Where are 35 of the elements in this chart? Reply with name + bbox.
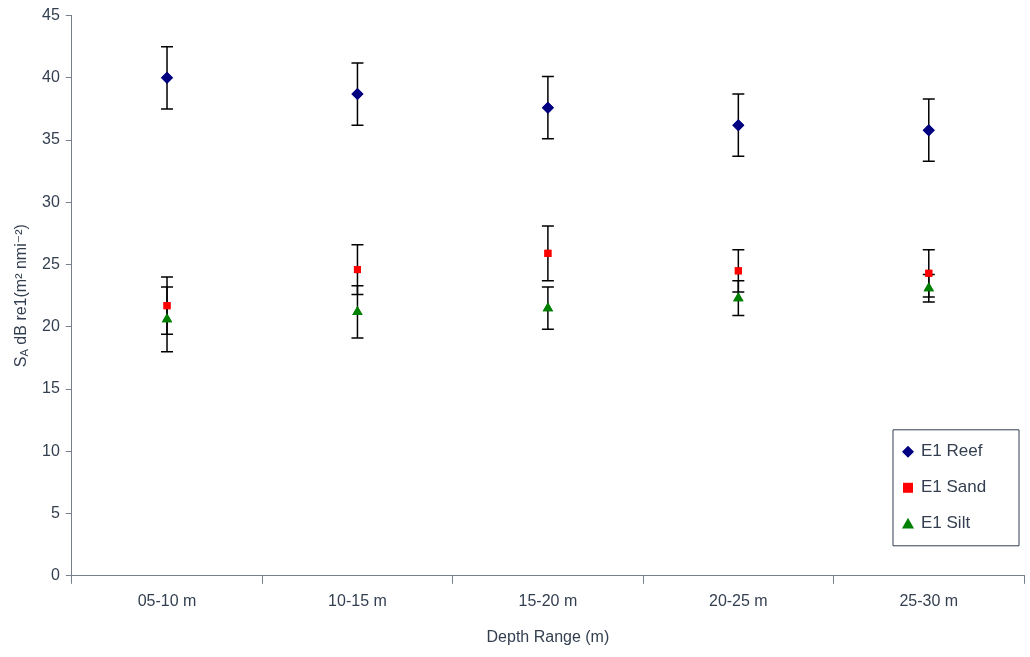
- y-axis-title: SA dB re1(m² nmi⁻²): [12, 224, 31, 368]
- point: [161, 71, 174, 84]
- y-tick-label: 15: [42, 379, 60, 397]
- y-tick-label: 35: [42, 130, 60, 148]
- y-tick-label: 0: [50, 566, 60, 584]
- y-tick-label: 5: [50, 503, 60, 521]
- x-tick-label: 25-30 m: [899, 591, 959, 609]
- point: [541, 101, 554, 114]
- point: [923, 282, 934, 292]
- x-tick-label: 10-15 m: [328, 591, 387, 609]
- x-tick-label: 05-10 m: [137, 591, 197, 609]
- point: [734, 267, 742, 275]
- y-tick-label: 40: [42, 68, 60, 86]
- legend-label: E1 Sand: [921, 477, 987, 497]
- point: [351, 88, 364, 101]
- y-tick-label: 30: [42, 192, 60, 210]
- y-tick-label: 20: [42, 317, 60, 335]
- point: [922, 124, 935, 137]
- point: [733, 292, 744, 302]
- y-tick-label: 25: [42, 254, 60, 272]
- point: [161, 313, 173, 323]
- x-tick-label: 15-20 m: [518, 591, 578, 609]
- point: [544, 249, 552, 257]
- point: [925, 269, 933, 277]
- point: [163, 302, 171, 310]
- legend-label: E1 Silt: [921, 513, 971, 533]
- x-axis-title: Depth Range (m): [486, 628, 610, 646]
- point: [352, 305, 363, 315]
- point: [542, 302, 554, 312]
- y-tick-label: 10: [42, 441, 60, 459]
- x-tick-label: 20-25 m: [708, 591, 768, 609]
- point: [353, 266, 361, 274]
- y-tick-label: 45: [42, 6, 60, 24]
- legend-label: E1 Reef: [921, 441, 983, 461]
- point: [732, 119, 745, 132]
